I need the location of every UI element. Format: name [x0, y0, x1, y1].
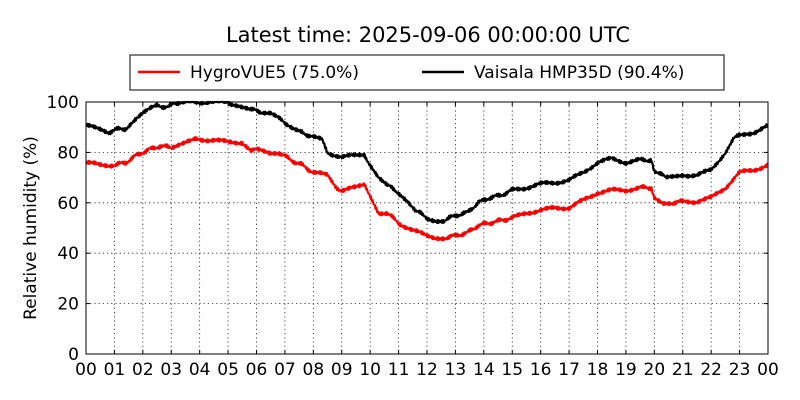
y-tick-labels: 0 20 40 60 80 100: [47, 93, 79, 365]
x-tick-label: 23: [729, 360, 751, 380]
y-tick-label: 0: [68, 345, 79, 365]
y-tick-label: 20: [57, 295, 79, 315]
x-tick-label: 21: [672, 360, 694, 380]
x-tick-label: 09: [331, 360, 353, 380]
x-tick-label: 10: [359, 360, 381, 380]
x-tick-label: 18: [587, 360, 609, 380]
x-tick-label: 07: [274, 360, 296, 380]
y-tick-label: 40: [57, 244, 79, 264]
x-tick-label: 00: [757, 360, 779, 380]
x-tick-label: 22: [700, 360, 722, 380]
legend-label-hygrovue5: HygroVUE5 (75.0%): [190, 63, 359, 83]
x-tick-label: 17: [558, 360, 580, 380]
x-tick-label: 05: [217, 360, 239, 380]
y-tick-label: 80: [57, 143, 79, 163]
x-tick-label: 11: [388, 360, 410, 380]
y-tick-label: 100: [47, 93, 79, 113]
x-tick-label: 06: [246, 360, 268, 380]
x-tick-label: 13: [445, 360, 467, 380]
ticks: [85, 101, 769, 355]
y-axis-label: Relative humidity (%): [21, 136, 41, 320]
x-tick-label: 15: [501, 360, 523, 380]
x-tick-label: 04: [189, 360, 211, 380]
hygrovue5-line: [85, 136, 769, 242]
y-tick-label: 60: [57, 194, 79, 214]
x-tick-label: 14: [473, 360, 495, 380]
series-layer: [85, 100, 769, 242]
x-tick-label: 12: [416, 360, 438, 380]
legend-label-vaisala: Vaisala HMP35D (90.4%): [474, 63, 684, 83]
chart-title: Latest time: 2025-09-06 00:00:00 UTC: [226, 23, 630, 47]
x-tick-label: 03: [160, 360, 182, 380]
x-tick-label: 16: [530, 360, 552, 380]
x-tick-label: 01: [104, 360, 126, 380]
x-tick-labels: 00 01 02 03 04 05 06 07 08 09 10 11 12 13 14 15 16 17 18 19…: [75, 360, 779, 380]
grid: [86, 102, 768, 354]
x-tick-label: 00: [75, 360, 97, 380]
x-tick-label: 20: [644, 360, 666, 380]
legend: HygroVUE5 (75.0%) Vaisala HMP35D (90.4%): [129, 54, 725, 91]
x-tick-label: 02: [132, 360, 154, 380]
x-tick-label: 08: [303, 360, 325, 380]
x-tick-label: 19: [615, 360, 637, 380]
